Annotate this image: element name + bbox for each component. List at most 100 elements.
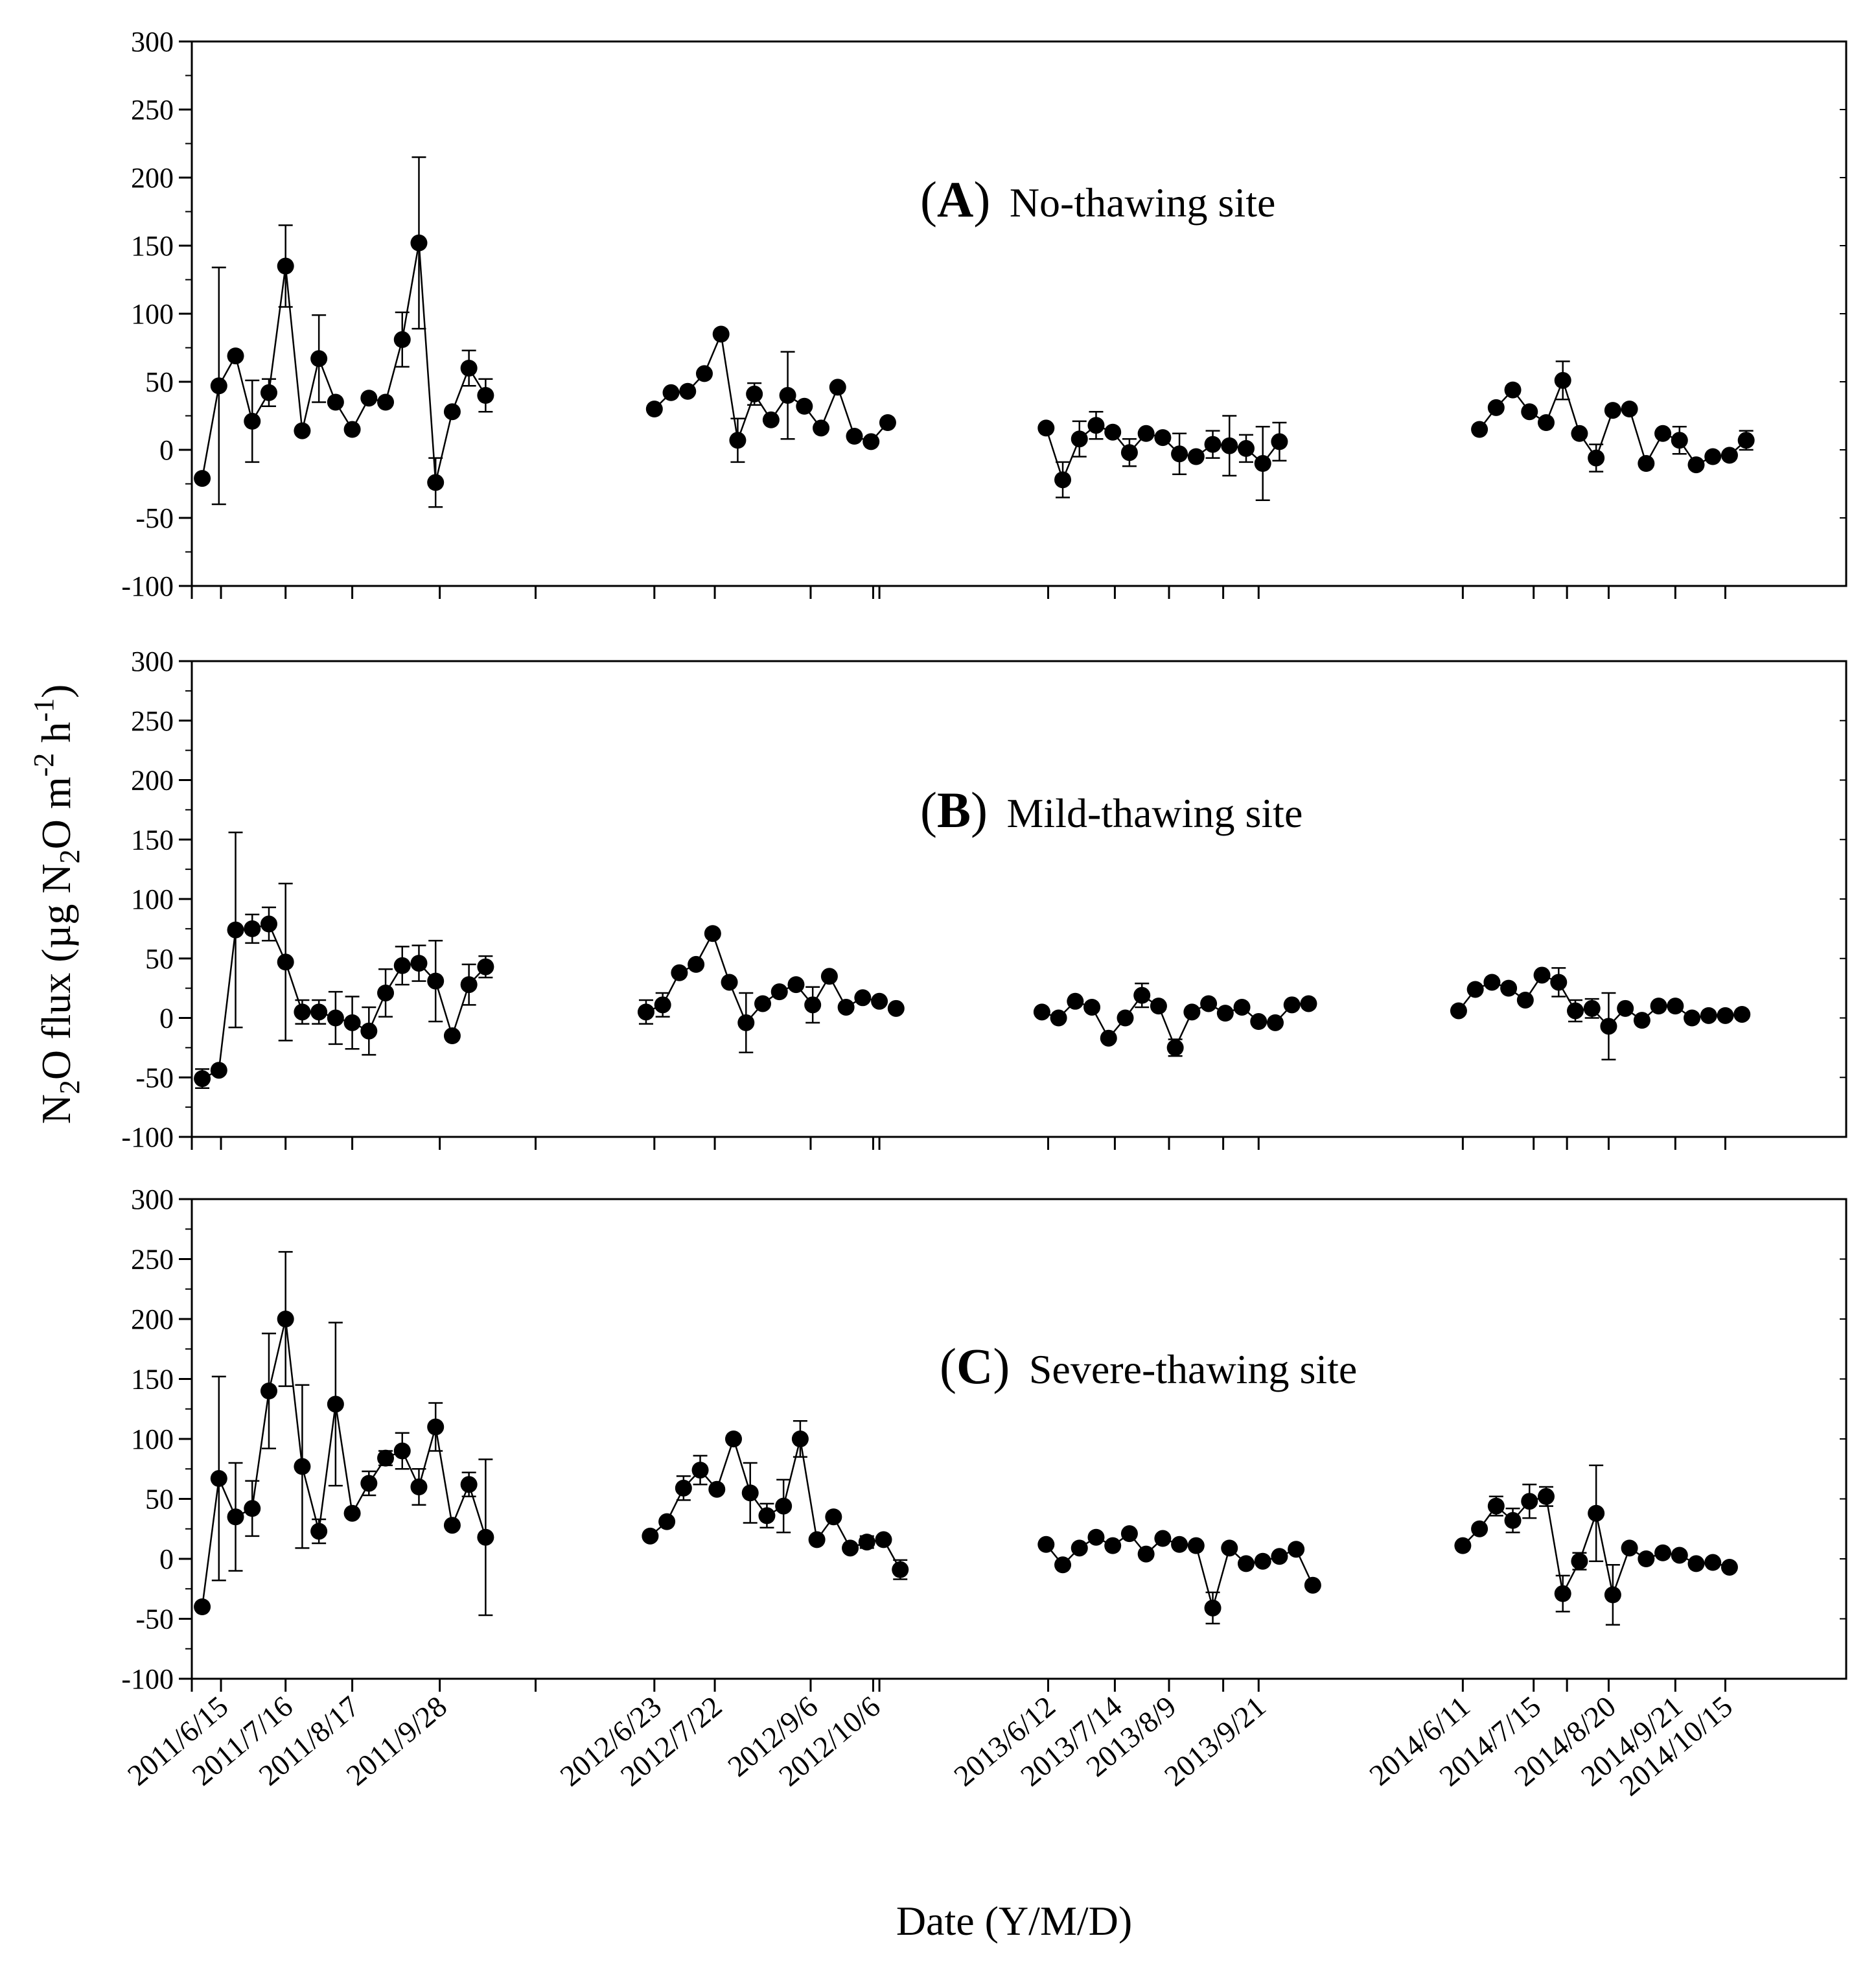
data-point [194, 1070, 211, 1088]
data-point [875, 1531, 892, 1548]
data-point [1450, 1002, 1467, 1020]
data-point [1100, 1029, 1117, 1047]
y-tick-label: 250 [131, 94, 174, 126]
data-point [227, 347, 244, 365]
data-point [1237, 439, 1255, 457]
data-point [1071, 430, 1088, 448]
data-point [1120, 1525, 1138, 1543]
data-point [1271, 433, 1288, 450]
data-point [1487, 1497, 1505, 1515]
data-point [1067, 992, 1084, 1010]
data-point [1684, 1009, 1701, 1027]
data-point [1533, 966, 1551, 984]
data-series [1720, 430, 1755, 464]
data-point [1483, 974, 1501, 991]
data-point [1621, 1539, 1638, 1557]
data-point [658, 1513, 676, 1530]
data-point [260, 1383, 277, 1399]
data-point [1671, 1547, 1688, 1564]
data-point [1737, 432, 1755, 449]
data-point [758, 1507, 776, 1524]
data-point [863, 433, 880, 450]
data-point [746, 385, 763, 403]
data-point [1650, 998, 1667, 1015]
data-point [1654, 1544, 1672, 1561]
data-series [194, 831, 494, 1090]
data-point [1567, 1002, 1584, 1020]
data-point [1537, 1488, 1555, 1505]
y-tick-label: 150 [131, 1364, 174, 1396]
panel-title: (B) Mild-thawing site [920, 782, 1303, 838]
data-point [854, 989, 872, 1007]
data-point [837, 998, 855, 1016]
data-series [1037, 1525, 1321, 1625]
data-point [779, 387, 796, 404]
data-point [1500, 979, 1518, 997]
data-point [1071, 1539, 1088, 1557]
data-point [1250, 1013, 1268, 1031]
data-point [1104, 423, 1122, 441]
data-point [443, 1517, 461, 1534]
data-point [393, 1442, 411, 1460]
data-point [1521, 403, 1538, 421]
data-point [427, 972, 445, 990]
y-tick-label: 300 [131, 646, 174, 677]
data-point [1133, 987, 1151, 1004]
data-point [1183, 1003, 1201, 1021]
y-tick-label: 150 [131, 824, 174, 856]
data-point [1033, 1003, 1050, 1021]
series-line [201, 242, 487, 483]
y-tick-label: 250 [131, 705, 174, 737]
data-point [194, 470, 211, 487]
y-axis-title-part: 2 [54, 849, 86, 863]
data-point [762, 411, 780, 428]
data-point [708, 1480, 726, 1498]
data-point [796, 397, 813, 415]
data-point [679, 382, 697, 400]
data-point [724, 1431, 742, 1447]
data-point [210, 1470, 227, 1488]
data-point [1171, 445, 1188, 463]
data-point [410, 1478, 428, 1495]
data-point [327, 1396, 344, 1413]
y-axis-title-part: O flux (µg N [33, 863, 79, 1080]
data-point [813, 419, 830, 437]
data-point [671, 964, 688, 981]
data-point [846, 428, 863, 445]
y-axis-title-part: 2 [54, 1080, 86, 1094]
data-point [691, 1462, 709, 1479]
data-series [642, 1420, 909, 1580]
y-tick-label: 200 [131, 162, 174, 194]
data-point [1717, 1007, 1734, 1024]
data-point [642, 1527, 659, 1545]
data-point [1154, 429, 1172, 447]
y-tick-label: 100 [131, 298, 174, 330]
data-point [1588, 1504, 1605, 1522]
data-point [1283, 996, 1301, 1014]
data-point [741, 1484, 759, 1502]
data-point [477, 1528, 494, 1546]
data-point [260, 915, 277, 933]
data-series [1037, 410, 1288, 501]
data-point [1083, 998, 1101, 1016]
data-point [1233, 998, 1251, 1016]
panel-a: -100 -50 0 50 100 150 200 250 300 (A) No-thawing … [121, 26, 1847, 602]
y-tick-label: 50 [145, 366, 174, 398]
y-tick-label: 100 [131, 883, 174, 915]
data-point [1571, 1552, 1588, 1570]
y-axis-title: N2O flux (µg N2O m-2 h-1) [28, 684, 86, 1125]
y-axis-title-part: O m [33, 777, 79, 849]
plot-frame [191, 40, 1847, 587]
data-point [1633, 1012, 1650, 1029]
x-axis-title: Date (Y/M/D) [896, 1898, 1132, 1944]
data-point [460, 360, 478, 377]
data-point [244, 412, 261, 430]
data-point [1583, 999, 1601, 1017]
panel-title: (C) Severe-thawing site [940, 1338, 1357, 1394]
y-tick-label: -50 [135, 502, 174, 534]
data-point [1704, 448, 1722, 465]
data-point [1054, 1556, 1072, 1574]
data-point [1516, 991, 1534, 1009]
y-tick-label: -100 [121, 570, 174, 602]
y-tick-label: 200 [131, 1303, 174, 1335]
